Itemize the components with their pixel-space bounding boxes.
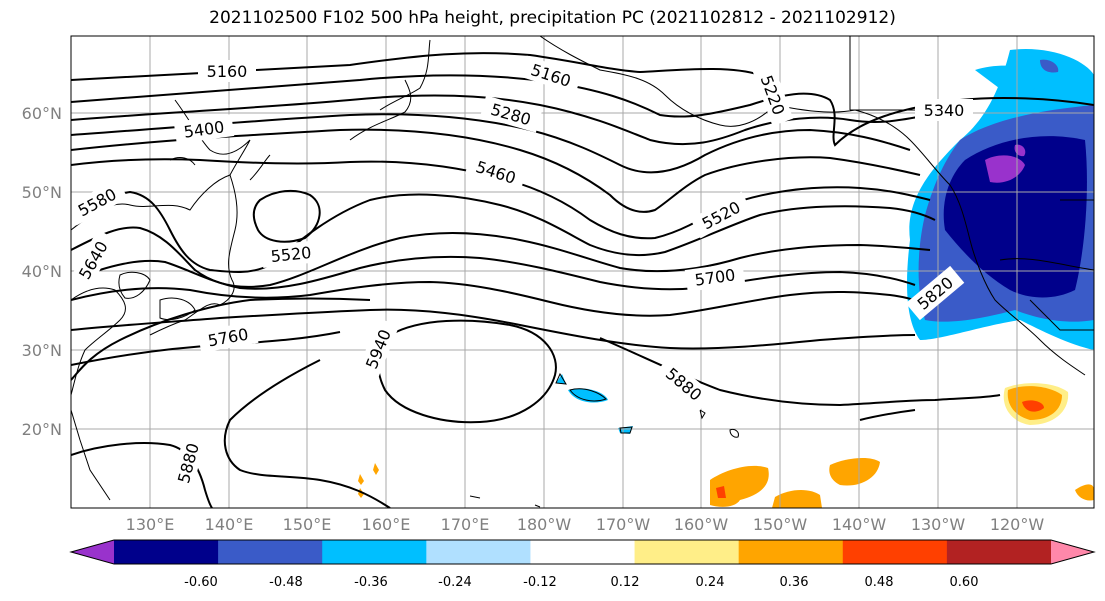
lat-label: 60°N	[22, 104, 62, 123]
lon-label: 170°E	[441, 515, 490, 534]
lon-label: 180°W	[517, 515, 572, 534]
height-contours	[71, 52, 1094, 508]
colorbar: -0.60 -0.48 -0.36 -0.24 -0.12 0.12 0.24 …	[69, 539, 1096, 590]
colorbar-tick-label: 0.36	[780, 575, 809, 590]
colorbar-outline	[69, 539, 1096, 565]
lat-label: 20°N	[22, 420, 62, 439]
lon-label: 120°W	[990, 515, 1045, 534]
colorbar-segment	[322, 540, 427, 564]
colorbar-segment	[842, 540, 948, 564]
lon-label: 160°W	[674, 515, 729, 534]
lon-label: 140°W	[832, 515, 887, 534]
colorbar-tick-label: 0.60	[950, 575, 979, 590]
lon-label: 130°W	[911, 515, 966, 534]
precip-positive-anomaly	[358, 383, 1094, 508]
colorbar-tick-label: -0.12	[523, 575, 557, 590]
lon-label: 140°E	[205, 515, 254, 534]
map-plot-area: 5160 5160 5400 5280 5220 5340 5460 5580 …	[71, 36, 1094, 508]
colorbar-segment	[946, 540, 1052, 564]
colorbar-tick-label: 0.12	[611, 575, 640, 590]
lon-label: 150°E	[283, 515, 332, 534]
lat-label: 40°N	[22, 262, 62, 281]
colorbar-tick-label: -0.48	[269, 575, 303, 590]
map-title: 2021102500 F102 500 hPa height, precipit…	[209, 8, 896, 28]
longitude-labels: 130°E 140°E 150°E 160°E 170°E 180°W 170°…	[126, 515, 1045, 534]
contour-label: 5340	[924, 101, 965, 120]
colorbar-tick-label: -0.60	[184, 575, 218, 590]
colorbar-tick-label: 0.24	[696, 575, 725, 590]
colorbar-segment	[738, 540, 844, 564]
colorbar-extend-low	[71, 540, 114, 564]
lat-label: 50°N	[22, 183, 62, 202]
lon-label: 160°E	[362, 515, 411, 534]
colorbar-segment	[426, 540, 532, 564]
contour-label: 5160	[207, 62, 248, 81]
colorbar-ticks: -0.60 -0.48 -0.36 -0.24 -0.12 0.12 0.24 …	[184, 575, 978, 590]
colorbar-segment	[634, 540, 740, 564]
colorbar-tick-label: 0.48	[865, 575, 894, 590]
lon-label: 150°W	[753, 515, 808, 534]
latitude-labels: 60°N 50°N 40°N 30°N 20°N	[22, 104, 62, 439]
colorbar-segments	[114, 540, 1052, 564]
colorbar-segment	[218, 540, 323, 564]
lon-label: 170°W	[596, 515, 651, 534]
map-frame	[70, 35, 1095, 509]
colorbar-extend-high	[1051, 540, 1094, 564]
contour-label: 5520	[270, 243, 312, 266]
colorbar-segment	[114, 540, 219, 564]
lat-label: 30°N	[22, 341, 62, 360]
lon-label: 130°E	[126, 515, 175, 534]
colorbar-tick-label: -0.24	[438, 575, 472, 590]
contour-label-group: 5160 5160 5400 5280 5220 5340 5460 5580 …	[71, 55, 973, 494]
colorbar-tick-label: -0.36	[354, 575, 388, 590]
colorbar-segment	[530, 540, 636, 564]
